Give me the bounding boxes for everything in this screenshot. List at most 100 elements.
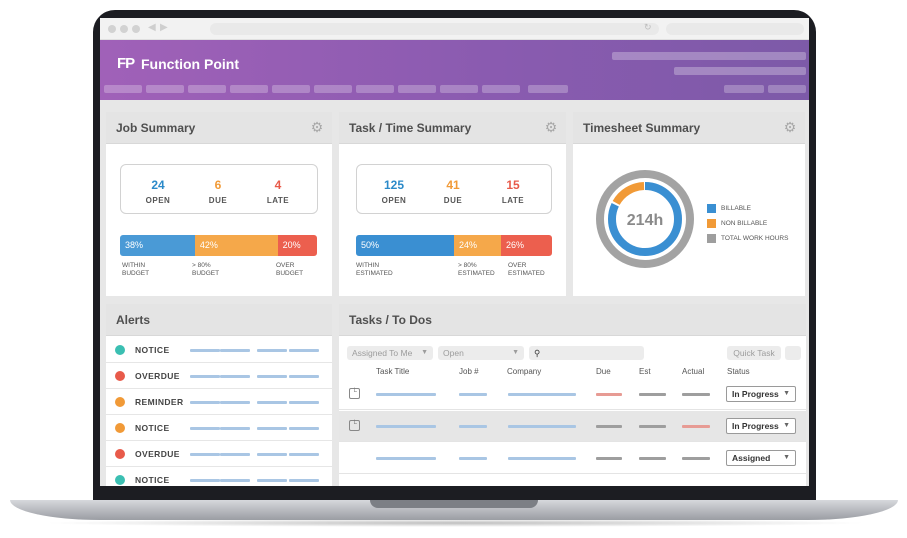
task-cell-placeholder (639, 425, 666, 428)
alert-text-placeholder (190, 479, 220, 482)
task-stats-box: 125 OPEN 41 DUE 15 LATE (356, 164, 552, 214)
clock-icon[interactable]: └ (349, 388, 360, 399)
task-cell-placeholder (459, 457, 487, 460)
alert-text-placeholder (289, 375, 319, 378)
laptop-notch (370, 500, 538, 508)
task-search-input[interactable]: ⚲ (529, 346, 644, 360)
assigned-filter-select[interactable]: Assigned To Me ▼ (347, 346, 433, 360)
task-cell-placeholder (508, 393, 576, 396)
nav-item[interactable] (146, 85, 184, 93)
forward-icon[interactable]: ▶ (160, 22, 168, 33)
stat-late[interactable]: 4 LATE (248, 178, 308, 205)
alert-row[interactable]: NOTICE (106, 468, 332, 486)
alert-text-placeholder (220, 375, 250, 378)
bar-segment-over[interactable]: 20% (277, 235, 317, 256)
column-header-actual[interactable]: Actual (682, 367, 705, 376)
bar-label: WITHIN ESTIMATED (356, 262, 393, 277)
nav-item[interactable] (272, 85, 310, 93)
status-filter-select[interactable]: Open ▼ (438, 346, 524, 360)
bar-segment-over[interactable]: 26% (501, 235, 552, 256)
task-status-select[interactable]: In Progress ▼ (726, 386, 796, 402)
quick-task-input[interactable]: Quick Task (727, 346, 781, 360)
alert-status-dot (115, 423, 125, 433)
task-status-select[interactable]: Assigned ▼ (726, 450, 796, 466)
alert-text-placeholder (257, 453, 287, 456)
task-status-select[interactable]: In Progress ▼ (726, 418, 796, 434)
window-dot[interactable] (120, 25, 128, 33)
alert-text-placeholder (257, 479, 287, 482)
alert-type-label: REMINDER (135, 397, 184, 407)
nav-item[interactable] (398, 85, 436, 93)
alert-text-placeholder (220, 349, 250, 352)
stat-late[interactable]: 15 LATE (483, 178, 543, 205)
address-bar[interactable] (210, 23, 659, 35)
nav-item[interactable] (482, 85, 520, 93)
column-header-due[interactable]: Due (596, 367, 611, 376)
task-status-value: In Progress (732, 421, 779, 431)
column-header-task-title[interactable]: Task Title (376, 367, 410, 376)
legend-swatch (707, 204, 716, 213)
bar-segment-near[interactable]: 42% (194, 235, 278, 256)
bar-segment-within[interactable]: 38% (120, 235, 195, 256)
stat-label: OPEN (145, 196, 171, 205)
alert-text-placeholder (289, 479, 319, 482)
alert-type-label: NOTICE (135, 345, 170, 355)
stat-open[interactable]: 24 OPEN (128, 178, 188, 205)
stat-value: 4 (274, 178, 282, 192)
alert-status-dot (115, 371, 125, 381)
clock-icon[interactable]: └ (349, 420, 360, 431)
alert-row[interactable]: OVERDUE (106, 442, 332, 467)
chevron-down-icon: ▼ (783, 422, 790, 429)
task-row[interactable]: └ In Progress ▼ (339, 411, 806, 442)
task-cell-placeholder (682, 425, 710, 428)
gear-icon[interactable]: ⚙ (783, 119, 797, 135)
bar-segment-near[interactable]: 24% (454, 235, 502, 256)
nav-item[interactable] (528, 85, 568, 93)
nav-item[interactable] (768, 85, 806, 93)
alert-type-label: NOTICE (135, 423, 170, 433)
column-header-status[interactable]: Status (727, 367, 750, 376)
nav-item[interactable] (230, 85, 268, 93)
alert-row[interactable]: NOTICE (106, 416, 332, 441)
alert-row[interactable]: REMINDER (106, 390, 332, 415)
panel-header: Job Summary ⚙ (106, 112, 332, 144)
refresh-icon[interactable]: ↻ (644, 22, 652, 32)
timesheet-donut[interactable]: 214h (594, 168, 696, 270)
gear-icon[interactable]: ⚙ (544, 119, 558, 135)
stat-due[interactable]: 41 DUE (423, 178, 483, 205)
window-dot[interactable] (108, 25, 116, 33)
alert-status-dot (115, 449, 125, 459)
column-header-company[interactable]: Company (507, 367, 542, 376)
panel-header: Timesheet Summary ⚙ (573, 112, 805, 144)
task-row[interactable]: └ In Progress ▼ (339, 379, 806, 410)
browser-search-bar[interactable] (666, 23, 804, 35)
stat-due[interactable]: 6 DUE (188, 178, 248, 205)
nav-item[interactable] (188, 85, 226, 93)
task-status-value: In Progress (732, 389, 779, 399)
stat-label: DUE (443, 196, 463, 205)
legend-billable: BILLABLE (707, 204, 751, 213)
stat-label: LATE (266, 196, 290, 205)
gear-icon[interactable]: ⚙ (310, 119, 324, 135)
bar-segment-within[interactable]: 50% (356, 235, 454, 256)
alert-text-placeholder (257, 427, 287, 430)
nav-item[interactable] (104, 85, 142, 93)
alert-text-placeholder (220, 427, 250, 430)
window-dot[interactable] (132, 25, 140, 33)
quick-task-add-button[interactable] (785, 346, 801, 360)
header-placeholder (612, 52, 806, 60)
nav-item[interactable] (440, 85, 478, 93)
nav-item[interactable] (314, 85, 352, 93)
alert-text-placeholder (257, 375, 287, 378)
nav-item[interactable] (356, 85, 394, 93)
column-header-est[interactable]: Est (639, 367, 651, 376)
nav-item[interactable] (724, 85, 764, 93)
alert-type-label: OVERDUE (135, 371, 180, 381)
alert-row[interactable]: NOTICE (106, 338, 332, 363)
column-header-job[interactable]: Job # (459, 367, 479, 376)
stat-open[interactable]: 125 OPEN (364, 178, 424, 205)
back-icon[interactable]: ◀ (148, 22, 156, 33)
alert-row[interactable]: OVERDUE (106, 364, 332, 389)
alert-text-placeholder (190, 401, 220, 404)
task-row[interactable]: Assigned ▼ (339, 443, 806, 474)
